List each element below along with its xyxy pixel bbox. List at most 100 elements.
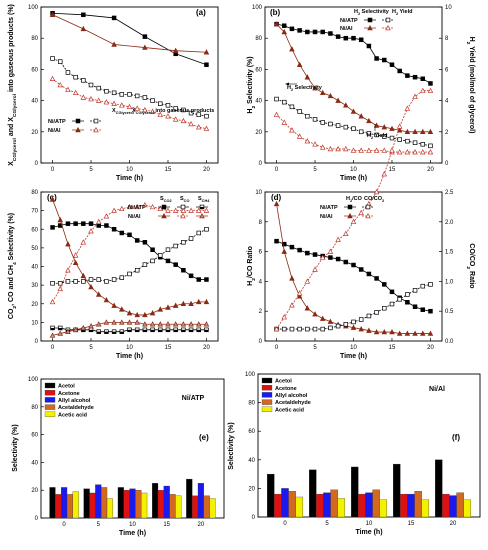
bar-acetol (152, 483, 159, 519)
y-tick-label: 20 (255, 130, 262, 136)
data-point (358, 147, 364, 153)
data-point (57, 216, 64, 223)
y-tick-label: 80 (248, 401, 255, 407)
legend-header: XCGlycerol into gaseous products (132, 108, 214, 115)
data-point-half (142, 321, 148, 327)
data-point-half (58, 327, 63, 330)
bar-acetic-acid (379, 499, 387, 518)
y-tick-label: 10 (255, 190, 262, 196)
data-point (65, 221, 71, 226)
x-tick-label: 10 (126, 167, 133, 173)
data-point-half (196, 321, 201, 327)
y-axis-label-f: Selectivity (%) (228, 422, 235, 469)
data-point (350, 324, 357, 330)
y-tick-label: 70 (31, 209, 38, 215)
data-point (172, 302, 179, 308)
bar-allyl-alcohol (61, 487, 68, 519)
y2-tick-label: 1.0 (445, 279, 454, 285)
data-point (173, 106, 178, 111)
data-point (350, 218, 357, 225)
data-point (142, 34, 148, 39)
bar-acetone (442, 493, 450, 518)
bar-allyl-alcohol (281, 488, 289, 518)
data-point (111, 41, 117, 47)
x-tick-label: 10 (366, 521, 373, 527)
y-tick-label: 60 (31, 227, 38, 233)
data-point (297, 247, 302, 253)
y-tick-label: 100 (28, 377, 39, 383)
data-point-half (65, 329, 71, 334)
legend-entry: Acetic acid (275, 407, 304, 413)
data-point (312, 117, 318, 122)
data-point (389, 301, 395, 307)
data-point (412, 149, 418, 155)
legend-row-label: Ni/Al (320, 214, 333, 220)
panel-title: Ni/Al (429, 386, 445, 393)
data-point (343, 230, 349, 236)
data-point (351, 262, 356, 268)
y-tick-label: 80 (31, 190, 38, 196)
data-point (358, 37, 364, 43)
data-point (397, 68, 402, 74)
data-point (366, 271, 372, 277)
legend-entry: Acetaldehyde (275, 400, 311, 406)
data-point-half (50, 327, 55, 330)
data-point (374, 56, 379, 61)
y-tick-label: 50 (31, 246, 38, 252)
data-point (289, 26, 295, 32)
y-tick-label: 100 (252, 5, 263, 11)
annotation-h2-yield: H2 Yield (367, 133, 388, 140)
data-point (389, 135, 395, 141)
data-point (196, 277, 202, 282)
data-point (319, 254, 326, 260)
data-point (351, 126, 356, 131)
data-point (149, 108, 156, 114)
legend-row-label: Ni/Al (128, 214, 141, 220)
data-point (273, 21, 280, 27)
data-point (405, 138, 410, 144)
data-point (103, 99, 110, 105)
panel-title: Ni/ATP (182, 395, 205, 402)
data-point (358, 113, 364, 119)
data-point (412, 330, 418, 336)
legend-swatch (44, 411, 56, 417)
data-point (73, 221, 78, 226)
plot-frame (40, 6, 219, 164)
data-point (327, 318, 334, 324)
y-tick-label: 30 (31, 283, 38, 289)
bar-allyl-alcohol (95, 484, 102, 519)
x-tick-label: 5 (325, 521, 329, 527)
data-point (65, 70, 71, 75)
data-point (389, 329, 395, 335)
x-tick-label: 5 (89, 167, 93, 173)
legend-header: CO/CO2 (364, 196, 384, 203)
data-point (382, 282, 387, 287)
x-axis-label: Time (h) (119, 530, 146, 537)
data-point-half (73, 327, 78, 332)
data-point (412, 140, 418, 145)
data-point (412, 74, 418, 80)
data-point (389, 125, 395, 131)
annotation-h2-selectivity: H2 Selectivity (287, 85, 323, 92)
data-point (134, 267, 140, 273)
legend-c: SCO2 SCO SCH4 Ni/ATP Ni/Al (128, 196, 210, 220)
bar-allyl-alcohol (129, 488, 136, 519)
bar-acetic-acid (337, 498, 345, 518)
panel-label: (f) (452, 433, 460, 442)
data-point-half (204, 321, 209, 327)
bar-acetaldehyde (203, 495, 210, 519)
data-point (273, 111, 280, 117)
data-point (320, 120, 325, 125)
y2-tick-label: 10 (445, 5, 452, 11)
series-2 (274, 282, 433, 332)
bar-acetic-acid (421, 499, 429, 518)
data-point (119, 230, 125, 236)
legend-swatch (44, 390, 56, 396)
data-point (81, 221, 86, 226)
data-point (319, 315, 326, 321)
legend-marker (367, 17, 373, 23)
data-point (305, 326, 310, 332)
data-point-half (96, 321, 101, 327)
data-point (428, 308, 433, 314)
data-point (49, 75, 56, 82)
